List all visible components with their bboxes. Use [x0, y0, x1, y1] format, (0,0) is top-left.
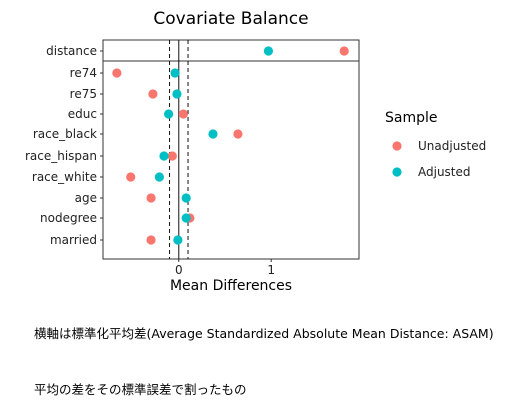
legend-key-unadjusted — [392, 141, 402, 151]
y-tick-label-nodegree: nodegree — [40, 211, 97, 225]
legend-title: Sample — [385, 110, 438, 126]
legend: Sample Unadjusted Adjusted — [385, 110, 486, 179]
point-unadjusted-distance — [339, 46, 349, 56]
point-unadjusted-age — [146, 193, 156, 203]
legend-label-unadjusted: Unadjusted — [418, 139, 486, 153]
y-tick-label-educ: educ — [68, 107, 97, 121]
point-adjusted-married — [173, 235, 183, 245]
y-tick-label-race-black: race_black — [33, 127, 97, 141]
y-tick-label-race-white: race_white — [32, 170, 97, 184]
legend-key-adjusted — [392, 167, 402, 177]
y-tick-label-married: married — [50, 233, 97, 247]
y-tick-labels: distance re74 re75 educ race_black race_hispa… — [25, 44, 103, 247]
y-tick-label-distance: distance — [46, 44, 97, 58]
point-adjusted-re75 — [172, 89, 182, 99]
caption-asam-definition: 横軸は標準化平均差(Average Standardized Absolute … — [34, 326, 494, 341]
legend-label-adjusted: Adjusted — [418, 165, 471, 179]
point-unadjusted-race-black — [233, 129, 243, 139]
point-adjusted-distance — [263, 46, 274, 56]
y-tick-label-re75: re75 — [70, 87, 97, 101]
point-unadjusted-race-hispan — [167, 151, 177, 161]
point-unadjusted-race-white — [126, 172, 136, 182]
y-tick-label-re74: re74 — [70, 66, 97, 80]
chart-title: Covariate Balance — [153, 9, 308, 29]
point-unadjusted-educ — [178, 109, 189, 119]
point-adjusted-age — [181, 193, 191, 203]
point-adjusted-educ — [164, 109, 174, 119]
point-unadjusted-re75 — [148, 89, 158, 99]
panel-border — [102, 39, 360, 260]
point-adjusted-nodegree — [181, 213, 191, 223]
x-tick-label-0: 0 — [175, 263, 183, 277]
point-adjusted-race-hispan — [159, 151, 169, 161]
point-adjusted-re74 — [170, 68, 180, 78]
data-points — [112, 46, 349, 245]
plot-panel — [102, 39, 360, 260]
x-axis-label: Mean Differences — [170, 278, 292, 294]
point-adjusted-race-black — [208, 129, 218, 139]
covariate-balance-chart: Covariate Balance distance re74 re75 educ ra… — [25, 9, 486, 294]
point-unadjusted-re74 — [112, 68, 122, 78]
y-tick-label-race-hispan: race_hispan — [25, 149, 97, 163]
x-tick-label-1: 1 — [267, 263, 275, 277]
point-adjusted-race-white — [154, 172, 164, 182]
y-tick-label-age: age — [75, 191, 97, 205]
caption-standard-error-note: 平均の差をその標準誤差で割ったもの — [34, 382, 247, 397]
point-unadjusted-married — [146, 235, 156, 245]
